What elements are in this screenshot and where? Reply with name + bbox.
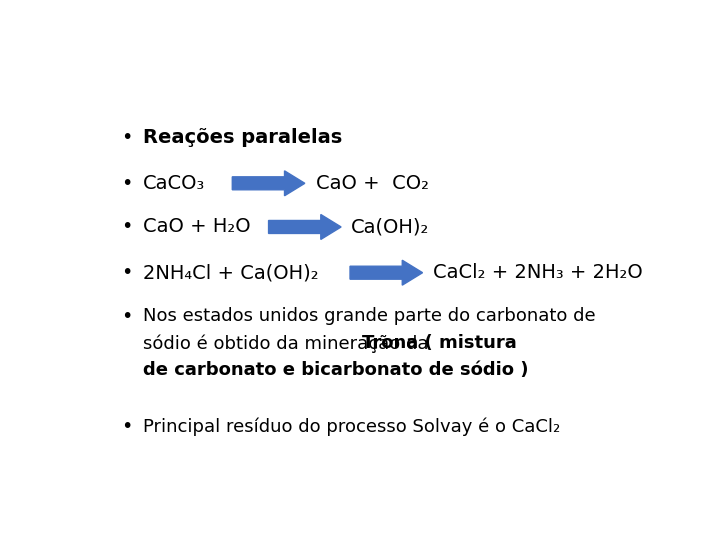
Polygon shape: [350, 260, 423, 285]
Text: •: •: [121, 174, 132, 193]
Text: Ca(OH)₂: Ca(OH)₂: [351, 218, 430, 237]
Text: •: •: [121, 263, 132, 282]
Text: CaO + H₂O: CaO + H₂O: [143, 218, 251, 237]
Text: sódio é obtido da mineração da: sódio é obtido da mineração da: [143, 334, 434, 353]
Text: Nos estados unidos grande parte do carbonato de: Nos estados unidos grande parte do carbo…: [143, 307, 595, 326]
Text: •: •: [121, 307, 132, 326]
Text: CaCl₂ + 2NH₃ + 2H₂O: CaCl₂ + 2NH₃ + 2H₂O: [433, 263, 642, 282]
Polygon shape: [269, 214, 341, 239]
Text: •: •: [121, 417, 132, 436]
Text: Trona ( mistura: Trona ( mistura: [361, 334, 516, 353]
Text: Principal resíduo do processo Solvay é o CaCl₂: Principal resíduo do processo Solvay é o…: [143, 417, 560, 436]
Text: CaCO₃: CaCO₃: [143, 174, 205, 193]
Text: •: •: [121, 218, 132, 237]
Text: 2NH₄Cl + Ca(OH)₂: 2NH₄Cl + Ca(OH)₂: [143, 263, 319, 282]
Text: CaO +  CO₂: CaO + CO₂: [316, 174, 429, 193]
Text: de carbonato e bicarbonato de sódio ): de carbonato e bicarbonato de sódio ): [143, 361, 528, 380]
Text: Reações paralelas: Reações paralelas: [143, 128, 342, 147]
Text: •: •: [121, 128, 132, 147]
Polygon shape: [233, 171, 305, 196]
